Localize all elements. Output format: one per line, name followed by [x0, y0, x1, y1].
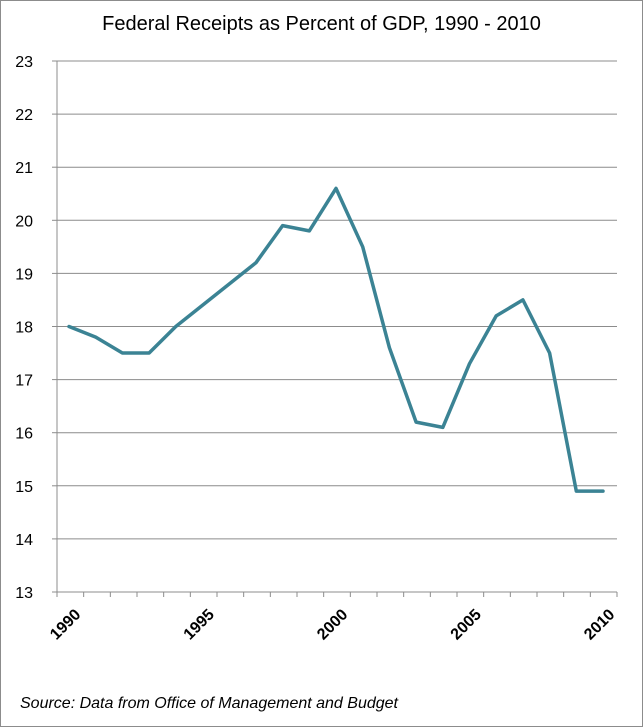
y-tick-label: 17	[15, 373, 33, 390]
y-tick-label: 20	[15, 213, 33, 230]
y-tick-label: 19	[15, 266, 33, 283]
source-note: Source: Data from Office of Management a…	[20, 695, 398, 712]
y-tick-label: 23	[15, 54, 33, 71]
series-layer	[67, 186, 605, 493]
x-tick-label: 2010	[581, 606, 618, 643]
y-tick-label: 16	[15, 426, 33, 443]
y-tick-label: 18	[15, 320, 33, 337]
x-tick-label: 1995	[181, 606, 218, 643]
y-tick-label: 22	[15, 107, 33, 124]
axis-layer	[52, 60, 618, 597]
y-tick-label: 13	[15, 585, 33, 602]
y-tick-label: 14	[15, 532, 33, 549]
x-tick-label: 1990	[47, 606, 84, 643]
x-tick-label: 2000	[314, 606, 351, 643]
y-tick-labels: 13 14 15 16 17 18 19 20 21 22 23	[15, 54, 33, 602]
x-tick-label: 2005	[448, 606, 485, 643]
chart-title: Federal Receipts as Percent of GDP, 1990…	[102, 13, 541, 35]
grid-layer	[57, 60, 617, 540]
y-tick-label: 21	[15, 160, 33, 177]
series-line	[67, 186, 605, 493]
y-tick-label: 15	[15, 479, 33, 496]
x-tick-labels: 1990 1995 2000 2005 2010	[47, 606, 618, 643]
